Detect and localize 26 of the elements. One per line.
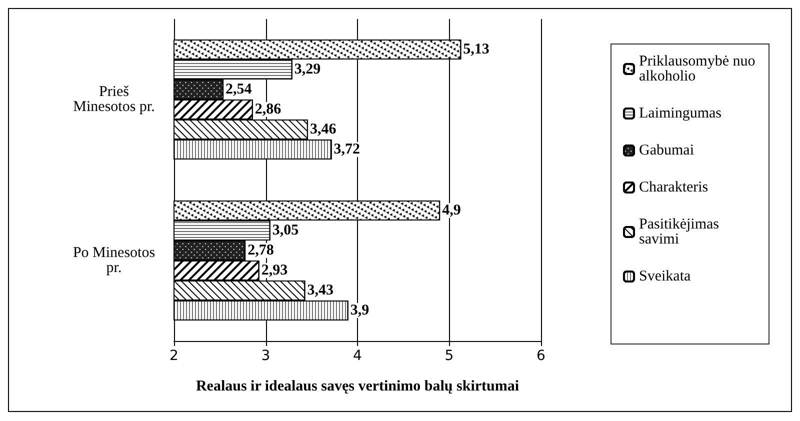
x-tick-label: 2 xyxy=(170,348,178,364)
data-label: 3,9 xyxy=(350,302,370,318)
data-label: 2,54 xyxy=(226,82,252,98)
legend-label: Laimingumas xyxy=(639,106,722,122)
x-tick-label: 4 xyxy=(353,348,362,364)
x-tick-label: 6 xyxy=(536,348,546,364)
legend-label: Pasitikėjimas savimi xyxy=(639,216,723,248)
data-label: 4,9 xyxy=(442,202,461,218)
data-label: 2,93 xyxy=(261,262,288,278)
data-label: 3,72 xyxy=(334,142,360,158)
legend-label: Charakteris xyxy=(639,180,708,196)
legend-label: Sveikata xyxy=(639,268,691,284)
data-label: 3,46 xyxy=(310,122,337,138)
data-label: 3,05 xyxy=(272,222,299,238)
x-tick-label: 3 xyxy=(261,348,270,364)
y-tick-label: Po Minesotos pr. xyxy=(72,245,156,276)
x-axis-title: Realaus ir idealaus savęs vertinimo balų skirtumai xyxy=(196,378,520,394)
legend-label: Priklausomybė nuo alkoholio xyxy=(639,54,760,84)
x-tick-label: 5 xyxy=(444,348,454,364)
data-label: 2,78 xyxy=(248,242,274,258)
data-label: 2,86 xyxy=(254,102,282,118)
data-label: 3,43 xyxy=(307,282,334,298)
y-tick-label: Prieš Minesotos pr. xyxy=(73,84,155,115)
legend-label: Gabumai xyxy=(639,142,694,158)
data-label: 5,13 xyxy=(463,42,490,58)
data-label: 3,29 xyxy=(294,62,321,78)
